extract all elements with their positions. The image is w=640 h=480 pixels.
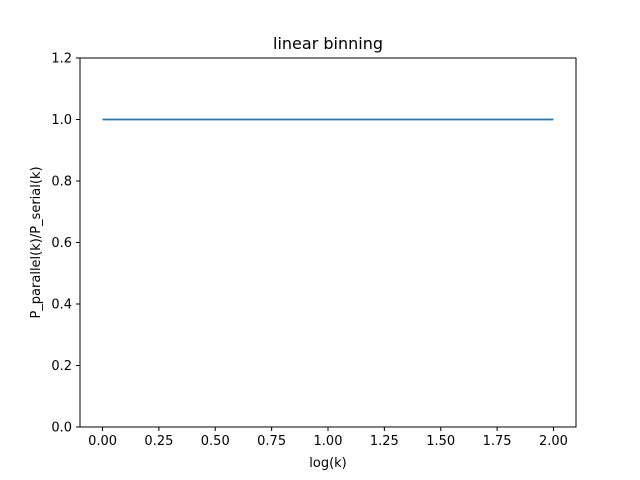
x-tick-label: 0.25 xyxy=(144,434,173,449)
chart-title: linear binning xyxy=(273,34,383,53)
y-tick-label: 0.2 xyxy=(51,359,72,374)
x-tick-label: 2.00 xyxy=(539,434,568,449)
x-tick-label: 0.00 xyxy=(88,434,117,449)
x-tick-label: 0.75 xyxy=(257,434,286,449)
x-tick-label: 0.50 xyxy=(201,434,230,449)
y-tick-label: 1.2 xyxy=(51,52,72,67)
y-axis-ticks: 0.0 0.2 0.4 0.6 0.8 1.0 1.2 xyxy=(51,52,80,436)
plot-area xyxy=(80,58,576,427)
x-tick-label: 1.00 xyxy=(314,434,343,449)
y-tick-label: 0.8 xyxy=(51,175,72,190)
x-axis-ticks: 0.00 0.25 0.50 0.75 1.00 1.25 1.50 1.75 2.00 xyxy=(88,427,568,449)
y-tick-label: 1.0 xyxy=(51,113,72,128)
x-tick-label: 1.50 xyxy=(426,434,455,449)
y-tick-label: 0.6 xyxy=(51,236,72,251)
y-tick-label: 0.0 xyxy=(51,421,72,436)
y-axis-label: P_parallel(k)/P_serial(k) xyxy=(29,166,44,318)
x-tick-label: 1.25 xyxy=(370,434,399,449)
x-axis-label: log(k) xyxy=(309,456,347,471)
x-tick-label: 1.75 xyxy=(483,434,512,449)
y-tick-label: 0.4 xyxy=(51,298,72,313)
